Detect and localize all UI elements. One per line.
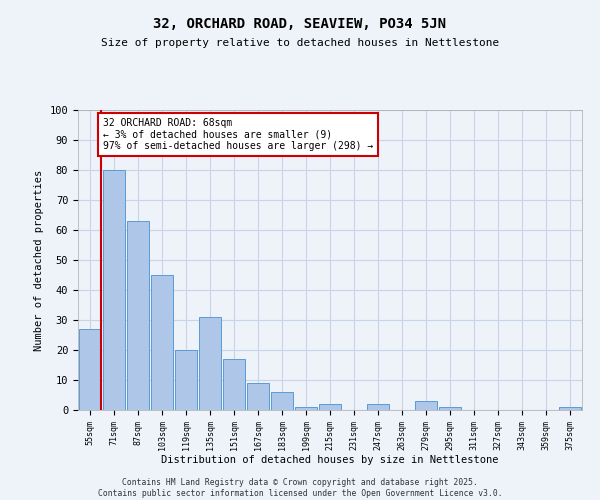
Bar (223, 359, 245, 410)
Bar (439, 407, 461, 410)
Text: Contains HM Land Registry data © Crown copyright and database right 2025.
Contai: Contains HM Land Registry data © Crown c… (98, 478, 502, 498)
Bar (127, 221, 149, 410)
Text: 32 ORCHARD ROAD: 68sqm
← 3% of detached houses are smaller (9)
97% of semi-detac: 32 ORCHARD ROAD: 68sqm ← 3% of detached … (103, 118, 373, 150)
Bar (415, 401, 437, 410)
Bar (319, 404, 341, 410)
Bar (79, 329, 101, 410)
Bar (151, 275, 173, 410)
Y-axis label: Number of detached properties: Number of detached properties (34, 170, 44, 350)
Bar (247, 383, 269, 410)
Bar (559, 407, 581, 410)
Bar (199, 317, 221, 410)
Bar (367, 404, 389, 410)
Bar (175, 350, 197, 410)
Bar (271, 392, 293, 410)
Bar (295, 407, 317, 410)
X-axis label: Distribution of detached houses by size in Nettlestone: Distribution of detached houses by size … (161, 456, 499, 466)
Text: Size of property relative to detached houses in Nettlestone: Size of property relative to detached ho… (101, 38, 499, 48)
Bar (103, 170, 125, 410)
Text: 32, ORCHARD ROAD, SEAVIEW, PO34 5JN: 32, ORCHARD ROAD, SEAVIEW, PO34 5JN (154, 18, 446, 32)
